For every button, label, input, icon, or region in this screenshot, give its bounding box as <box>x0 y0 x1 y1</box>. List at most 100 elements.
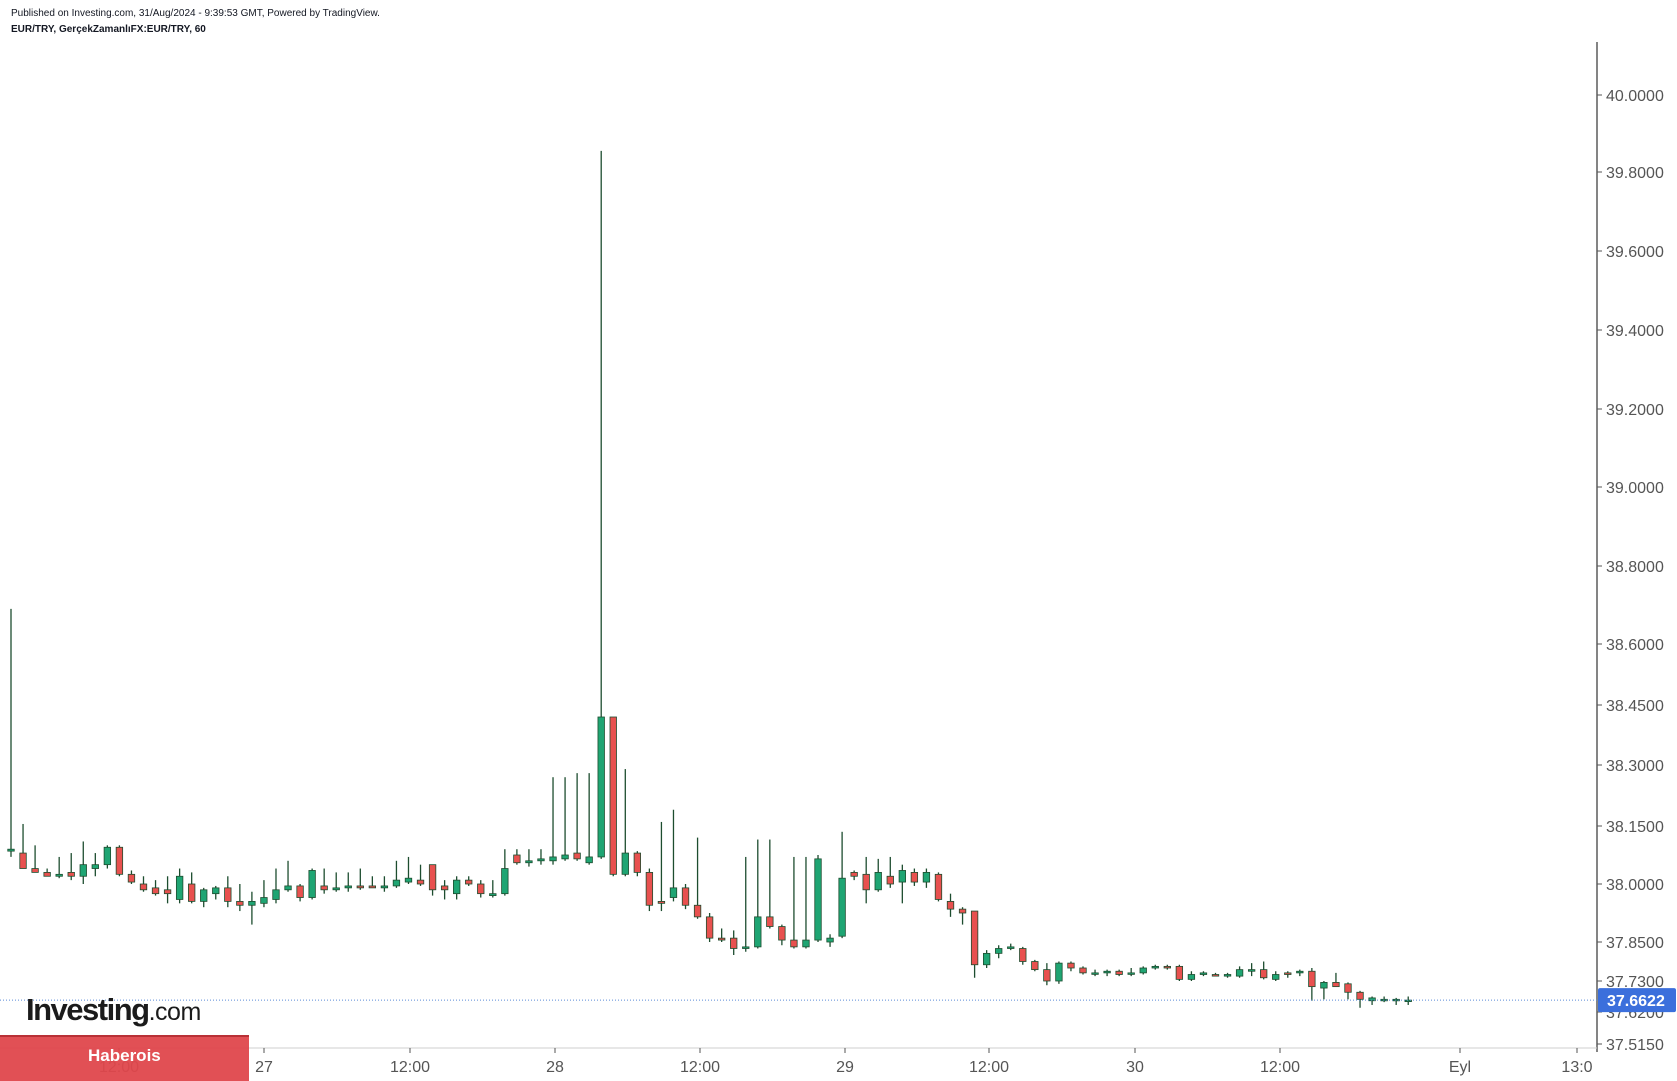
candle <box>1211 972 1220 977</box>
price-tick-label: 37.5150 <box>1606 1037 1664 1054</box>
candle <box>898 864 906 904</box>
candle <box>1091 969 1099 977</box>
candle-body-down <box>1308 970 1316 988</box>
price-tick-label: 37.7300 <box>1606 974 1664 991</box>
candle <box>669 809 678 902</box>
candle-body-up <box>1368 997 1376 1002</box>
candle <box>790 856 798 949</box>
candle <box>212 885 220 900</box>
price-tick-label: 38.8000 <box>1606 559 1664 576</box>
candle-body-down <box>681 887 690 906</box>
candle-body-down <box>115 846 124 875</box>
time-tick-label: Eyl <box>1449 1059 1471 1076</box>
candle <box>705 913 714 942</box>
candle <box>754 839 762 949</box>
candle-body-down <box>513 854 521 864</box>
candle-body-down <box>428 864 437 891</box>
candle-body-down <box>224 887 232 902</box>
candle <box>910 868 919 886</box>
candle <box>718 928 726 942</box>
candle <box>19 823 27 869</box>
candle <box>188 872 196 904</box>
price-axis-ticks: 40.0000 39.8000 39.6000 39.4000 39.2000 39.00… <box>1597 88 1664 1054</box>
candle-body-down <box>1356 991 1364 1000</box>
candle <box>657 821 666 912</box>
candle <box>1356 990 1364 1008</box>
price-tick-label: 39.8000 <box>1606 165 1664 182</box>
candle <box>1055 961 1063 984</box>
candle-body-down <box>465 879 473 885</box>
candle-body-down <box>1344 983 1352 993</box>
candle <box>1247 963 1256 977</box>
candle-body-up <box>1320 982 1328 989</box>
candle <box>549 777 557 865</box>
candle <box>633 851 641 877</box>
candle-body-down <box>657 901 666 904</box>
candle-body-down <box>1332 982 1340 988</box>
candle <box>200 887 208 908</box>
candle <box>103 845 112 869</box>
candle <box>1308 968 1316 1001</box>
candle-body-up <box>525 860 533 864</box>
candle-body-up <box>260 897 268 904</box>
candle-body-up <box>826 937 834 943</box>
candle-body-down <box>886 875 894 885</box>
price-tick-label: 39.0000 <box>1606 480 1664 497</box>
candle-body-up <box>212 887 220 895</box>
candle-body-up <box>91 864 99 869</box>
candle <box>236 884 244 912</box>
candle <box>1320 981 1328 1000</box>
candle-body-down <box>19 852 27 869</box>
candle-body-down <box>320 885 328 891</box>
candle <box>260 880 268 908</box>
candle-body-up <box>1404 999 1412 1003</box>
candle-body-up <box>404 877 413 883</box>
candle-body-down <box>1115 970 1123 975</box>
candle-body-down <box>1067 962 1075 969</box>
candle <box>1296 969 1304 977</box>
candle-body-up <box>561 854 569 860</box>
candle <box>995 945 1003 959</box>
time-tick-label: 28 <box>546 1059 564 1076</box>
candle-body-up <box>669 887 678 898</box>
candle-body-down <box>67 872 75 877</box>
candle-body-down <box>718 937 726 941</box>
chart-header: Published on Investing.com, 31/Aug/2024 … <box>11 6 380 38</box>
last-price-label: 37.6622 <box>1598 988 1676 1013</box>
candle <box>272 868 280 904</box>
candle <box>320 868 328 894</box>
candle <box>380 876 389 892</box>
price-tick-label: 37.8500 <box>1606 935 1664 952</box>
candle <box>1284 971 1292 978</box>
time-tick-label: 29 <box>836 1059 854 1076</box>
candle-body-up <box>200 889 208 902</box>
candle-body-up <box>838 877 846 937</box>
candle-body-down <box>934 873 943 900</box>
candle <box>1187 971 1196 981</box>
candle <box>681 884 690 910</box>
candle-body-up <box>308 870 316 898</box>
candle-body-up <box>392 879 401 887</box>
candle <box>814 855 822 942</box>
candle <box>79 841 87 884</box>
candle-body-up <box>501 868 509 895</box>
investing-logo: Investing.com <box>26 992 201 1028</box>
candle-body-down <box>1019 948 1027 962</box>
candle-body-up <box>55 873 63 877</box>
candle <box>440 880 449 900</box>
candle <box>609 716 617 877</box>
candle <box>332 872 340 892</box>
candle-body-down <box>43 872 51 877</box>
candle <box>248 891 256 925</box>
candle-body-down <box>970 910 979 966</box>
time-tick-label: 12:00 <box>1260 1059 1300 1076</box>
candle <box>489 880 497 898</box>
candle <box>826 934 834 947</box>
candle-body-down <box>850 872 858 877</box>
candle-body-down <box>151 887 160 895</box>
candle <box>1067 961 1075 972</box>
time-tick-label: 30 <box>1126 1059 1144 1076</box>
candle <box>561 777 569 861</box>
price-tick-label: 38.4500 <box>1606 698 1664 715</box>
candle-body-up <box>175 875 184 900</box>
